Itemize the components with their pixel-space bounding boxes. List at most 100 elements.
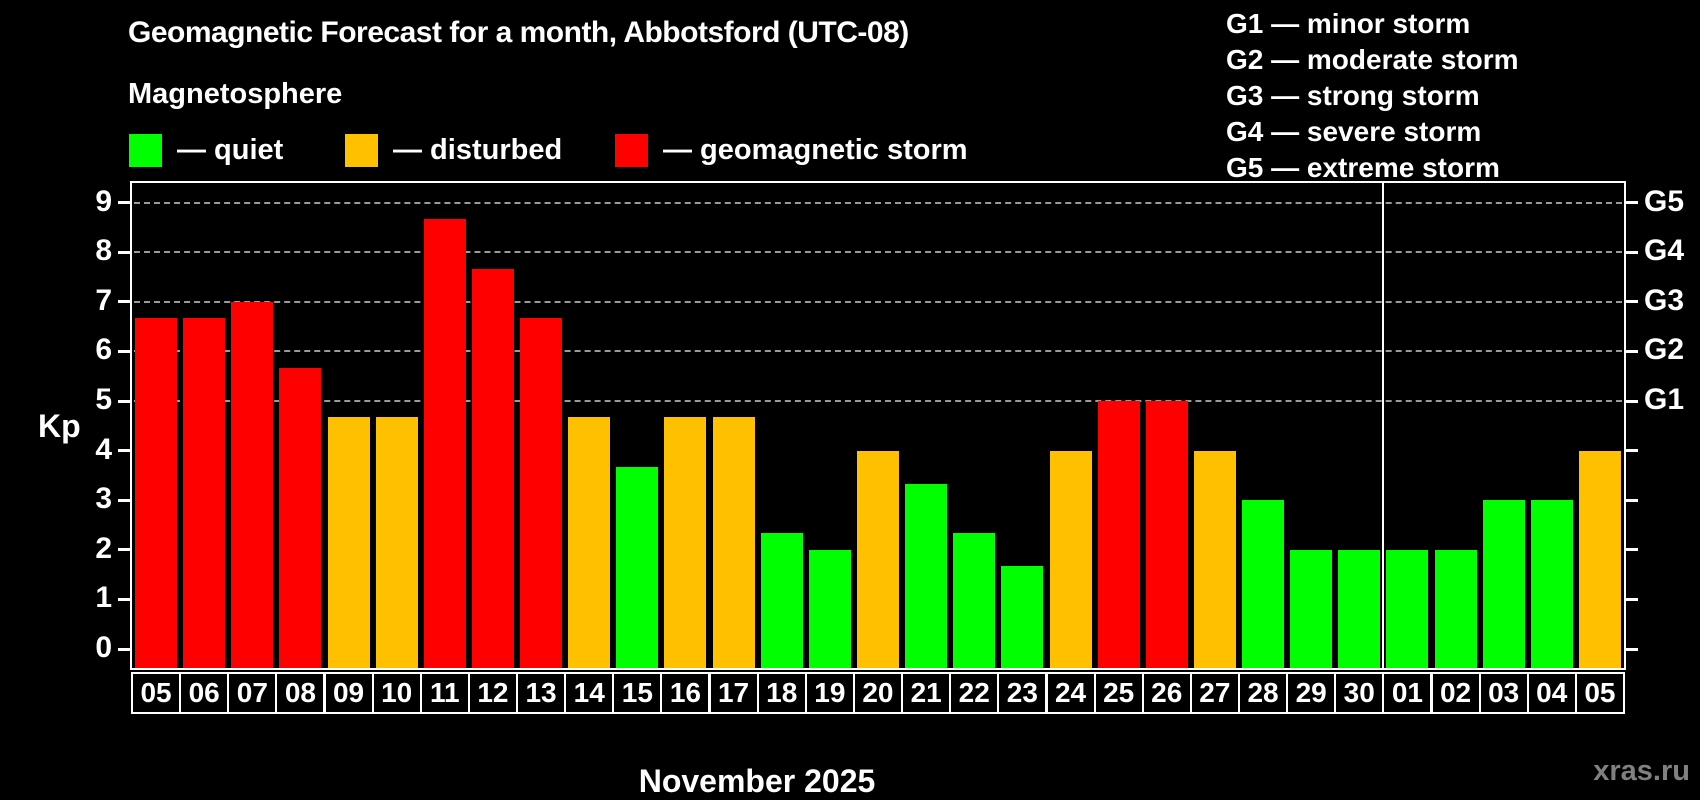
bar-day-12 bbox=[471, 268, 514, 668]
storm-scale-line-g2: G2 — moderate storm bbox=[1226, 44, 1519, 75]
x-label-nov-24: 24 bbox=[1045, 672, 1096, 714]
storm-color-swatch bbox=[615, 133, 648, 167]
y-tick-label-3: 3 bbox=[95, 482, 112, 516]
y-tick-right-0 bbox=[1624, 647, 1638, 651]
storm-scale-line-g4: G4 — severe storm bbox=[1226, 116, 1482, 147]
y-tick-left-5 bbox=[118, 399, 132, 403]
x-label-nov-13: 13 bbox=[516, 672, 567, 714]
x-label-nov-14: 14 bbox=[564, 672, 615, 714]
y-tick-left-8 bbox=[118, 250, 132, 254]
x-label-dec-05: 05 bbox=[1574, 672, 1625, 714]
bar-day-18 bbox=[760, 533, 803, 668]
bar-day-28 bbox=[1242, 500, 1285, 668]
legend-item-storm: — geomagnetic storm bbox=[615, 133, 968, 167]
bar-day-29 bbox=[1290, 549, 1333, 668]
y-tick-left-2 bbox=[118, 548, 132, 552]
storm-scale-line-g3: G3 — strong storm bbox=[1226, 80, 1480, 111]
bar-day-20 bbox=[856, 450, 899, 668]
watermark: xras.ru bbox=[1593, 755, 1690, 787]
bar-day-15 bbox=[616, 467, 659, 668]
x-label-nov-23: 23 bbox=[997, 672, 1048, 714]
x-label-nov-19: 19 bbox=[804, 672, 855, 714]
y-tick-left-0 bbox=[118, 647, 132, 651]
x-label-nov-07: 07 bbox=[227, 672, 278, 714]
bar-day-30 bbox=[1338, 549, 1381, 668]
x-label-nov-09: 09 bbox=[323, 672, 374, 714]
bar-day-14 bbox=[568, 417, 611, 668]
gridline-kp8 bbox=[134, 251, 1622, 254]
quiet-color-swatch bbox=[129, 133, 162, 167]
bar-day-25 bbox=[1097, 401, 1140, 668]
y-tick-right-6 bbox=[1624, 349, 1638, 353]
x-label-nov-26: 26 bbox=[1141, 672, 1192, 714]
y-tick-label-7: 7 bbox=[95, 283, 112, 317]
gridline-kp9 bbox=[134, 201, 1622, 204]
y-tick-label-9: 9 bbox=[95, 184, 112, 218]
bar-day-26 bbox=[1145, 401, 1188, 668]
x-label-nov-22: 22 bbox=[949, 672, 1000, 714]
right-axis-label-g1: G1 bbox=[1644, 383, 1685, 416]
x-label-dec-03: 03 bbox=[1478, 672, 1529, 714]
x-label-nov-20: 20 bbox=[852, 672, 903, 714]
y-tick-left-4 bbox=[118, 449, 132, 453]
x-label-nov-27: 27 bbox=[1189, 672, 1240, 714]
legend-label-storm: — geomagnetic storm bbox=[663, 133, 968, 166]
storm-scale-legend: G1 — minor storm G2 — moderate storm G3 … bbox=[1226, 6, 1519, 186]
x-label-nov-25: 25 bbox=[1093, 672, 1144, 714]
y-tick-right-5 bbox=[1624, 399, 1638, 403]
storm-scale-line-g1: G1 — minor storm bbox=[1226, 8, 1471, 39]
gridline-kp6 bbox=[134, 350, 1622, 353]
x-label-nov-08: 08 bbox=[275, 672, 326, 714]
y-tick-left-6 bbox=[118, 349, 132, 353]
x-label-dec-04: 04 bbox=[1526, 672, 1577, 714]
bar-day-02 bbox=[1434, 549, 1477, 668]
y-tick-right-2 bbox=[1624, 548, 1638, 552]
bar-day-19 bbox=[808, 549, 851, 668]
y-tick-label-2: 2 bbox=[95, 531, 112, 565]
plot-area bbox=[130, 181, 1626, 670]
x-label-dec-01: 01 bbox=[1382, 672, 1433, 714]
y-tick-right-3 bbox=[1624, 498, 1638, 502]
month-separator-line bbox=[1382, 183, 1385, 668]
bar-day-07 bbox=[231, 301, 274, 668]
bar-day-08 bbox=[279, 367, 322, 668]
y-tick-label-5: 5 bbox=[95, 383, 112, 416]
bar-day-03 bbox=[1482, 500, 1525, 668]
right-axis-label-g2: G2 bbox=[1644, 333, 1685, 367]
x-label-nov-15: 15 bbox=[612, 672, 663, 714]
x-label-nov-17: 17 bbox=[708, 672, 759, 714]
storm-scale-line-g5: G5 — extreme storm bbox=[1226, 152, 1500, 183]
bar-day-23 bbox=[1001, 566, 1044, 668]
x-label-nov-21: 21 bbox=[901, 672, 952, 714]
chart-subtitle: Magnetosphere bbox=[128, 78, 343, 110]
y-tick-right-8 bbox=[1624, 250, 1638, 254]
bar-day-04 bbox=[1530, 500, 1573, 668]
x-label-dec-02: 02 bbox=[1430, 672, 1481, 714]
right-axis-label-g5: G5 bbox=[1644, 184, 1685, 218]
x-label-nov-12: 12 bbox=[467, 672, 518, 714]
y-tick-label-4: 4 bbox=[95, 432, 112, 466]
disturbed-color-swatch bbox=[345, 133, 378, 167]
y-axis-title: Kp bbox=[38, 408, 81, 444]
x-label-nov-30: 30 bbox=[1334, 672, 1385, 714]
legend-label-disturbed: — disturbed bbox=[393, 133, 563, 166]
gridline-kp7 bbox=[134, 300, 1622, 303]
bar-day-06 bbox=[183, 318, 226, 668]
bar-day-21 bbox=[905, 483, 948, 668]
bar-day-05 bbox=[1578, 450, 1621, 668]
bar-day-17 bbox=[712, 417, 755, 668]
x-label-nov-06: 06 bbox=[179, 672, 230, 714]
x-label-nov-16: 16 bbox=[660, 672, 711, 714]
x-label-nov-29: 29 bbox=[1286, 672, 1337, 714]
right-axis-label-g4: G4 bbox=[1644, 234, 1685, 268]
legend-item-disturbed: — disturbed bbox=[345, 133, 562, 167]
bar-day-01 bbox=[1386, 549, 1429, 668]
bar-day-11 bbox=[423, 219, 466, 668]
x-label-nov-10: 10 bbox=[371, 672, 422, 714]
page-title: Geomagnetic Forecast for a month, Abbots… bbox=[128, 16, 909, 49]
bar-day-22 bbox=[953, 533, 996, 668]
legend-label-quiet: — quiet bbox=[177, 133, 284, 166]
x-label-nov-18: 18 bbox=[756, 672, 807, 714]
y-tick-right-1 bbox=[1624, 597, 1638, 601]
y-tick-left-1 bbox=[118, 597, 132, 601]
